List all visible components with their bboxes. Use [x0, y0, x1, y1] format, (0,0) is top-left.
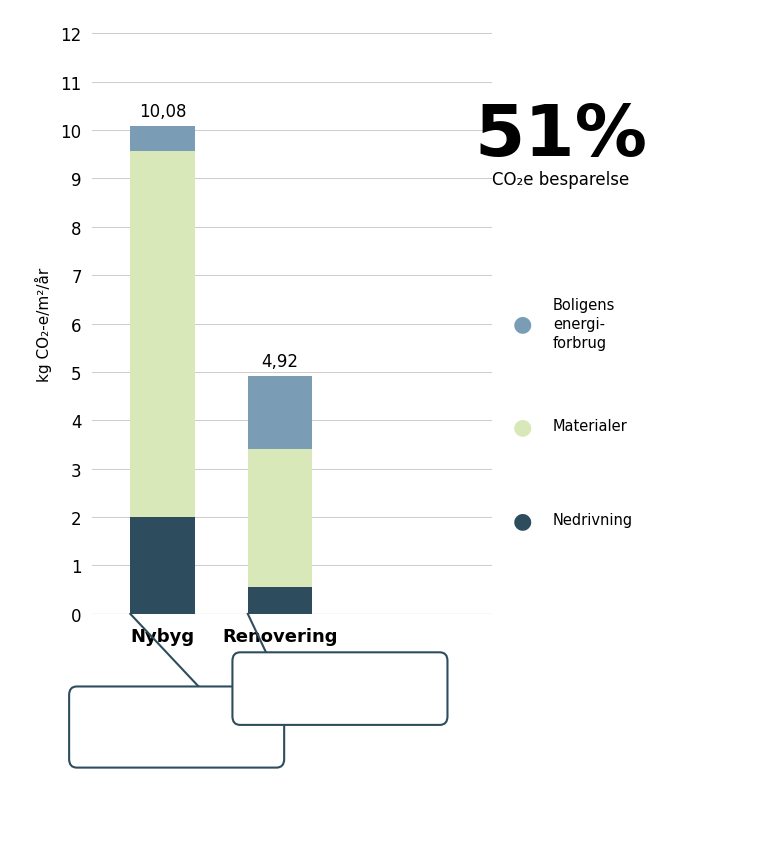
Bar: [248, 376, 313, 450]
Text: Nedrivning af konstruktioner
ved renovering: Nedrivning af konstruktioner ved renover…: [244, 674, 435, 704]
Text: ●: ●: [512, 314, 532, 334]
Y-axis label: kg CO₂-e/m²/år: kg CO₂-e/m²/år: [35, 267, 52, 381]
Bar: [131, 152, 195, 518]
Text: ●: ●: [512, 510, 532, 531]
Bar: [248, 588, 313, 614]
Text: ●: ●: [512, 416, 532, 437]
Text: 51%: 51%: [474, 102, 647, 171]
Bar: [248, 450, 313, 588]
Text: 4,92: 4,92: [262, 352, 299, 370]
Text: Nedrivning: Nedrivning: [553, 513, 633, 528]
Bar: [131, 518, 195, 614]
Text: CO₂e besparelse: CO₂e besparelse: [492, 171, 629, 189]
Bar: [131, 127, 195, 152]
Text: Boligens
energi-
forbrug: Boligens energi- forbrug: [553, 298, 615, 351]
Text: Materialer: Materialer: [553, 419, 627, 434]
Text: 10,08: 10,08: [139, 103, 187, 121]
Text: Nedrivning af hele den
eksisterende bolig: Nedrivning af hele den eksisterende boli…: [101, 712, 253, 742]
